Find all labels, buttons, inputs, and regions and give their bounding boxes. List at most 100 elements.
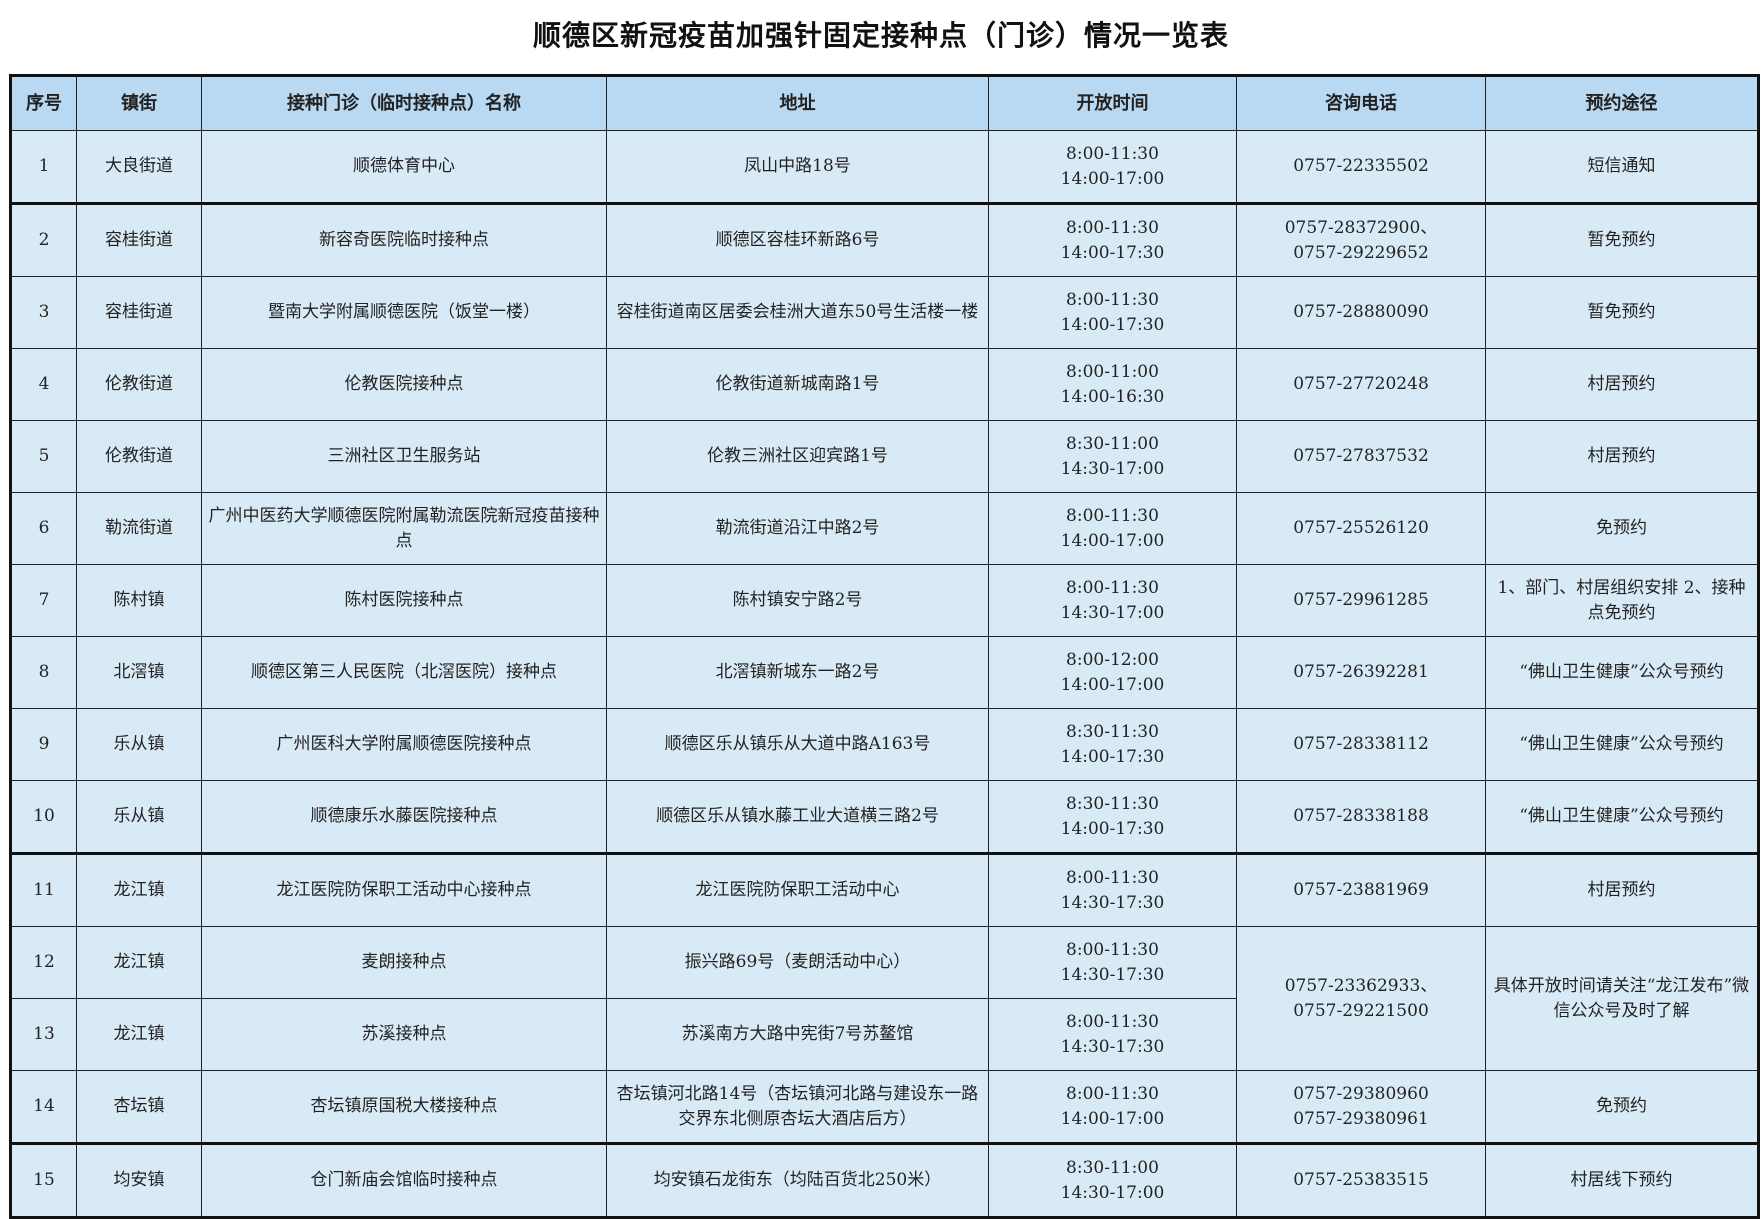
cell-phone: 0757-22335502 xyxy=(1236,130,1486,205)
cell-hours-line: 8:30-11:30 xyxy=(1066,793,1159,814)
cell-phone-line: 0757-29380960 xyxy=(1293,1083,1429,1104)
cell-site-name: 新容奇医院临时接种点 xyxy=(201,203,607,277)
cell-address: 苏溪南方大路中宪街7号苏鳌馆 xyxy=(606,998,989,1071)
header-no: 序号 xyxy=(10,75,77,131)
cell-address: 顺德区乐从镇水藤工业大道横三路2号 xyxy=(606,780,989,855)
table-row: 2 容桂街道 新容奇医院临时接种点 顺德区容桂环新路6号 8:00-11:30 14:00… xyxy=(10,203,1759,277)
cell-phone: 0757-25383515 xyxy=(1236,1143,1486,1218)
cell-site-name: 仓门新庙会馆临时接种点 xyxy=(201,1143,607,1218)
cell-phone-line: 0757-28338188 xyxy=(1293,806,1429,826)
cell-no: 15 xyxy=(10,1143,77,1218)
cell-site-name: 广州医科大学附属顺德医院接种点 xyxy=(201,708,607,781)
cell-phone-line: 0757-25383515 xyxy=(1293,1170,1429,1190)
cell-no: 12 xyxy=(10,926,77,999)
cell-town: 北滘镇 xyxy=(76,636,202,709)
cell-site-name: 暨南大学附属顺德医院（饭堂一楼） xyxy=(201,276,607,349)
cell-hours-line: 8:00-11:30 xyxy=(1066,577,1159,598)
cell-phone-line: 0757-22335502 xyxy=(1293,156,1429,176)
cell-no: 2 xyxy=(10,203,77,277)
cell-phone: 0757-28338112 xyxy=(1236,708,1486,781)
cell-town: 容桂街道 xyxy=(76,203,202,277)
header-address: 地址 xyxy=(606,75,989,131)
table-row: 13 龙江镇 苏溪接种点 苏溪南方大路中宪街7号苏鳌馆 8:00-11:30 14:30-… xyxy=(10,998,1759,1071)
cell-phone-line: 0757-27720248 xyxy=(1293,374,1429,394)
cell-hours-line: 14:30-17:00 xyxy=(1060,602,1165,623)
cell-town: 伦教街道 xyxy=(76,348,202,421)
cell-hours-line: 8:00-11:30 xyxy=(1066,1083,1159,1104)
cell-hours: 8:00-11:30 14:00-17:00 xyxy=(988,492,1237,565)
cell-phone-line: 0757-29380961 xyxy=(1293,1108,1429,1129)
cell-town: 龙江镇 xyxy=(76,926,202,999)
cell-phone: 0757-23362933、 0757-29221500 xyxy=(1236,926,1486,1071)
cell-site-name: 麦朗接种点 xyxy=(201,926,607,999)
cell-hours-line: 8:00-11:30 xyxy=(1066,217,1159,238)
cell-phone: 0757-23881969 xyxy=(1236,853,1486,927)
header-booking: 预约途径 xyxy=(1485,75,1759,131)
cell-hours-line: 8:00-11:30 xyxy=(1066,143,1159,164)
cell-site-name: 苏溪接种点 xyxy=(201,998,607,1071)
cell-address: 北滘镇新城东一路2号 xyxy=(606,636,989,709)
cell-booking: “佛山卫生健康”公众号预约 xyxy=(1485,636,1759,709)
cell-phone-line: 0757-28880090 xyxy=(1293,302,1429,322)
cell-booking: 村居预约 xyxy=(1485,420,1759,493)
table-row: 1 大良街道 顺德体育中心 凤山中路18号 8:00-11:30 14:00-17:00 0… xyxy=(10,130,1759,205)
cell-phone-line: 0757-29961285 xyxy=(1293,590,1429,610)
cell-site-name: 杏坛镇原国税大楼接种点 xyxy=(201,1070,607,1145)
cell-no: 6 xyxy=(10,492,77,565)
cell-hours-line: 14:00-17:00 xyxy=(1060,1108,1165,1129)
cell-address: 龙江医院防保职工活动中心 xyxy=(606,853,989,927)
cell-hours-line: 14:30-17:30 xyxy=(1060,892,1165,913)
table-row: 12 龙江镇 麦朗接种点 振兴路69号（麦朗活动中心） 8:00-11:30 14:30-… xyxy=(10,926,1759,1071)
header-phone: 咨询电话 xyxy=(1236,75,1486,131)
cell-phone-line: 0757-23362933、 xyxy=(1284,975,1438,996)
cell-hours-line: 8:00-11:30 xyxy=(1066,289,1159,310)
cell-no: 3 xyxy=(10,276,77,349)
cell-hours: 8:00-11:00 14:00-16:30 xyxy=(988,348,1237,421)
cell-town: 伦教街道 xyxy=(76,420,202,493)
cell-address: 伦教街道新城南路1号 xyxy=(606,348,989,421)
cell-hours: 8:00-11:30 14:00-17:30 xyxy=(988,276,1237,349)
cell-phone: 0757-28372900、 0757-29229652 xyxy=(1236,203,1486,277)
cell-town: 勒流街道 xyxy=(76,492,202,565)
cell-address: 顺德区乐从镇乐从大道中路A163号 xyxy=(606,708,989,781)
table-row: 11 龙江镇 龙江医院防保职工活动中心接种点 龙江医院防保职工活动中心 8:00-11:… xyxy=(10,853,1759,927)
cell-hours: 8:00-11:30 14:30-17:00 xyxy=(988,564,1237,637)
cell-town: 陈村镇 xyxy=(76,564,202,637)
cell-hours-line: 14:30-17:00 xyxy=(1060,458,1165,479)
cell-phone: 0757-28880090 xyxy=(1236,276,1486,349)
cell-address: 振兴路69号（麦朗活动中心） xyxy=(606,926,989,999)
cell-hours-line: 14:00-17:00 xyxy=(1060,674,1165,695)
cell-booking: 短信通知 xyxy=(1485,130,1759,205)
cell-hours: 8:30-11:00 14:30-17:00 xyxy=(988,1143,1237,1218)
cell-hours-line: 14:00-16:30 xyxy=(1060,386,1165,407)
cell-site-name: 顺德区第三人民医院（北滘医院）接种点 xyxy=(201,636,607,709)
cell-phone-line: 0757-26392281 xyxy=(1293,662,1429,682)
cell-address: 杏坛镇河北路14号（杏坛镇河北路与建设东一路交界东北侧原杏坛大酒店后方） xyxy=(606,1070,989,1145)
table-row: 10 乐从镇 顺德康乐水藤医院接种点 顺德区乐从镇水藤工业大道横三路2号 8:30-11… xyxy=(10,780,1759,855)
cell-hours-line: 8:00-11:30 xyxy=(1066,1011,1159,1032)
cell-hours-line: 14:30-17:00 xyxy=(1060,1182,1165,1203)
cell-site-name: 顺德康乐水藤医院接种点 xyxy=(201,780,607,855)
cell-hours: 8:00-11:30 14:00-17:00 xyxy=(988,130,1237,205)
table-row: 9 乐从镇 广州医科大学附属顺德医院接种点 顺德区乐从镇乐从大道中路A163号 8:30… xyxy=(10,708,1759,781)
cell-booking: 具体开放时间请关注“龙江发布”微信公众号及时了解 xyxy=(1485,926,1759,1071)
header-site-name: 接种门诊（临时接种点）名称 xyxy=(201,75,607,131)
cell-hours: 8:30-11:00 14:30-17:00 xyxy=(988,420,1237,493)
cell-address: 凤山中路18号 xyxy=(606,130,989,205)
cell-hours-line: 8:00-11:30 xyxy=(1066,867,1159,888)
cell-booking: 免预约 xyxy=(1485,492,1759,565)
cell-no: 4 xyxy=(10,348,77,421)
cell-hours: 8:00-11:30 14:30-17:30 xyxy=(988,853,1237,927)
cell-hours: 8:00-12:00 14:00-17:00 xyxy=(988,636,1237,709)
cell-booking: “佛山卫生健康”公众号预约 xyxy=(1485,708,1759,781)
vaccination-sites-table: 序号 镇街 接种门诊（临时接种点）名称 地址 开放时间 咨询电话 预约途径 1 大良街道 顺德体… xyxy=(9,74,1760,1219)
cell-site-name: 陈村医院接种点 xyxy=(201,564,607,637)
cell-booking: 暂免预约 xyxy=(1485,203,1759,277)
cell-phone: 0757-28338188 xyxy=(1236,780,1486,855)
table-row: 5 伦教街道 三洲社区卫生服务站 伦教三洲社区迎宾路1号 8:30-11:00 14:30… xyxy=(10,420,1759,493)
cell-hours-line: 14:00-17:30 xyxy=(1060,242,1165,263)
cell-no: 5 xyxy=(10,420,77,493)
table-header-row: 序号 镇街 接种门诊（临时接种点）名称 地址 开放时间 咨询电话 预约途径 xyxy=(10,75,1759,131)
cell-hours-line: 8:00-12:00 xyxy=(1066,649,1159,670)
cell-site-name: 龙江医院防保职工活动中心接种点 xyxy=(201,853,607,927)
